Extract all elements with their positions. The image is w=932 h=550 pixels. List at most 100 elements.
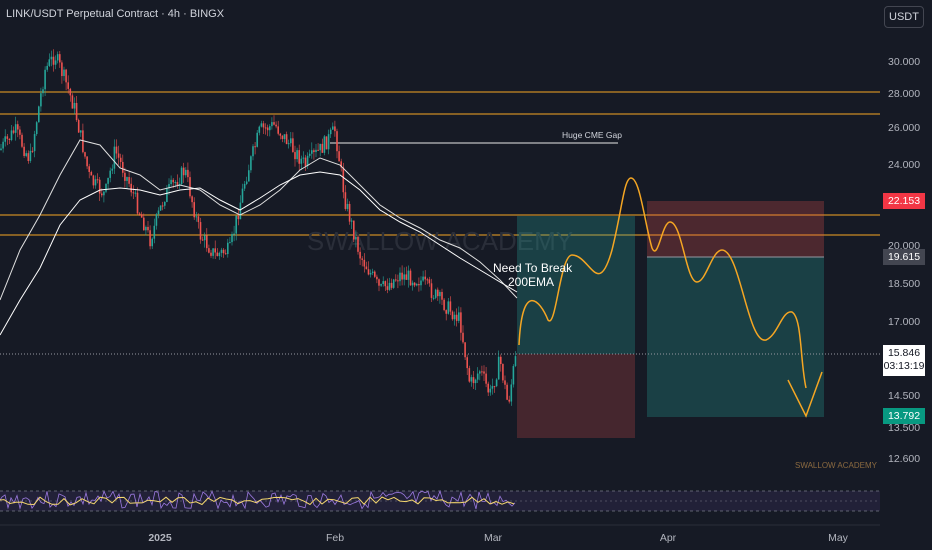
candle-body	[285, 134, 288, 145]
candle-body	[413, 282, 416, 286]
candle-body	[384, 281, 387, 287]
projected-path-line[interactable]	[518, 177, 807, 389]
projected-arrow	[787, 371, 823, 418]
candle-body	[111, 168, 114, 171]
long-position-box[interactable]	[517, 216, 635, 438]
candle-body	[124, 172, 126, 181]
candle-body	[466, 357, 468, 369]
need-break-text-1: Need To Break	[493, 261, 573, 275]
candle-body	[86, 156, 88, 167]
candle-body	[250, 156, 252, 171]
candle-body	[94, 179, 97, 186]
candle-body	[420, 280, 422, 286]
currency-button[interactable]: USDT	[884, 6, 924, 28]
candle-body	[42, 89, 44, 94]
candle-body	[216, 252, 219, 257]
candle-body	[25, 153, 27, 156]
candle-body	[189, 177, 191, 197]
time-axis[interactable]: 2025 Feb Mar Apr May	[148, 532, 848, 544]
candle-body	[306, 155, 309, 166]
candle-body	[161, 205, 164, 207]
candle-body	[218, 252, 221, 257]
candle-body	[264, 127, 267, 129]
rsi-line	[0, 489, 516, 510]
candle-body	[453, 314, 456, 320]
candle-body	[271, 122, 273, 127]
candle-body	[376, 276, 378, 280]
candle-body	[332, 126, 334, 130]
candle-body	[340, 161, 342, 168]
candle-body	[231, 234, 233, 243]
candle-body	[140, 214, 143, 218]
candle-body	[19, 129, 21, 135]
candle-body	[502, 364, 504, 381]
candle-body	[256, 132, 258, 147]
candle-body	[243, 183, 246, 189]
time-label-may: May	[828, 532, 849, 544]
candle-body	[437, 289, 439, 297]
candle-body	[497, 356, 500, 380]
candle-body	[75, 102, 78, 121]
rsi-signal-line	[0, 496, 515, 506]
need-break-text-2: 200EMA	[508, 275, 554, 289]
bar-countdown: 03:13:19	[883, 360, 925, 372]
candle-body	[14, 124, 17, 133]
candle-body	[430, 283, 433, 298]
candle-body	[395, 279, 397, 281]
candle-body	[46, 65, 48, 70]
short-position-box[interactable]	[647, 201, 824, 417]
candle-body	[275, 124, 277, 127]
candlestick-series	[0, 49, 517, 406]
candle-body	[460, 312, 462, 333]
candle-body	[54, 60, 57, 65]
candle-body	[241, 188, 244, 203]
candle-body	[157, 210, 160, 215]
candle-body	[136, 192, 139, 214]
candle-body	[229, 242, 231, 244]
candle-body	[424, 276, 426, 280]
candle-body	[35, 122, 38, 135]
candle-body	[472, 377, 475, 384]
candle-body	[197, 216, 200, 223]
current-price-value: 15.846	[887, 347, 921, 359]
candle-body	[134, 192, 137, 194]
horizontal-levels[interactable]	[0, 91, 880, 236]
candle-body	[321, 143, 324, 153]
candle-body	[82, 130, 84, 153]
candle-body	[65, 69, 67, 83]
price-label: 17.000	[888, 316, 920, 328]
candle-body	[109, 170, 111, 178]
candle-body	[279, 133, 282, 136]
candle-body	[199, 222, 202, 240]
candle-body	[214, 248, 216, 253]
candle-body	[458, 312, 460, 321]
candle-body	[40, 93, 42, 107]
candle-body	[439, 291, 441, 297]
candle-body	[252, 146, 254, 157]
long-stop-zone	[517, 354, 635, 438]
candle-body	[33, 134, 36, 152]
candle-body	[4, 136, 6, 142]
candle-body	[403, 274, 405, 280]
candle-body	[80, 130, 82, 133]
candle-body	[422, 276, 424, 281]
candle-body	[101, 193, 103, 196]
candle-body	[138, 213, 141, 215]
candle-body	[476, 373, 479, 380]
candle-body	[130, 183, 132, 193]
candle-body	[367, 269, 370, 275]
candle-body	[487, 383, 489, 393]
candle-body	[90, 171, 93, 176]
candle-body	[266, 127, 269, 131]
candle-body	[353, 220, 355, 240]
price-axis[interactable]: 30.00028.00026.00024.00020.00018.50017.0…	[888, 56, 920, 465]
candle-body	[113, 146, 116, 169]
candle-body	[8, 138, 11, 140]
price-label: 26.000	[888, 122, 920, 134]
candle-body	[386, 286, 389, 290]
candle-body	[294, 152, 296, 160]
candle-body	[147, 226, 149, 231]
stop-price-tag: 22.153	[883, 193, 925, 209]
price-label: 28.000	[888, 88, 920, 100]
